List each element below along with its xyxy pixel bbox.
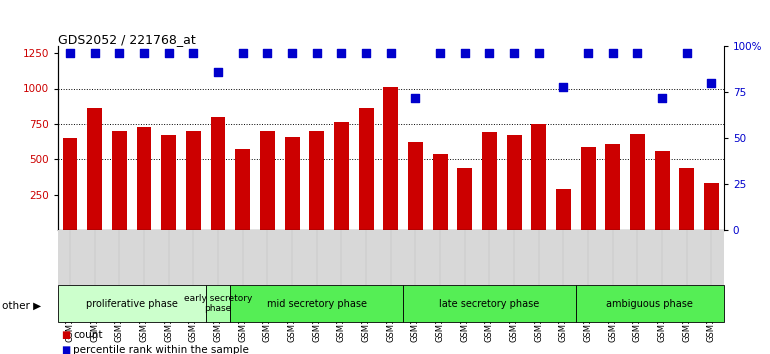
Point xyxy=(459,51,471,56)
Bar xyxy=(112,131,127,230)
Text: early secretory
phase: early secretory phase xyxy=(184,294,253,313)
Point xyxy=(162,51,175,56)
Text: count: count xyxy=(73,330,102,339)
Bar xyxy=(211,117,226,230)
Point xyxy=(631,51,644,56)
Text: GDS2052 / 221768_at: GDS2052 / 221768_at xyxy=(58,33,196,46)
Bar xyxy=(403,285,576,322)
Text: late secretory phase: late secretory phase xyxy=(440,298,540,309)
Bar xyxy=(457,168,472,230)
Bar xyxy=(359,108,373,230)
Point xyxy=(705,80,718,86)
Bar xyxy=(260,131,275,230)
Bar xyxy=(630,134,644,230)
Text: ■: ■ xyxy=(62,330,71,339)
Bar xyxy=(654,151,670,230)
Text: percentile rank within the sample: percentile rank within the sample xyxy=(73,346,249,354)
Bar xyxy=(58,285,206,322)
Bar xyxy=(162,135,176,230)
Bar xyxy=(87,108,102,230)
Bar xyxy=(704,183,719,230)
Bar xyxy=(507,135,521,230)
Point xyxy=(335,51,347,56)
Bar xyxy=(576,285,724,322)
Bar xyxy=(186,131,201,230)
Point xyxy=(360,51,372,56)
Point xyxy=(236,51,249,56)
Point xyxy=(410,95,422,101)
Point xyxy=(681,51,693,56)
Bar xyxy=(62,138,78,230)
Point xyxy=(434,51,447,56)
Point xyxy=(187,51,199,56)
Point xyxy=(484,51,496,56)
Point xyxy=(138,51,150,56)
Bar xyxy=(285,137,300,230)
Bar xyxy=(137,127,152,230)
Bar xyxy=(605,144,620,230)
Point xyxy=(64,51,76,56)
Point xyxy=(286,51,298,56)
Bar xyxy=(433,154,447,230)
Point xyxy=(582,51,594,56)
Bar xyxy=(679,168,695,230)
Bar xyxy=(383,87,398,230)
Bar xyxy=(531,124,546,230)
Bar xyxy=(408,142,423,230)
Bar xyxy=(230,285,403,322)
Bar xyxy=(206,285,230,322)
Bar xyxy=(310,131,324,230)
Text: proliferative phase: proliferative phase xyxy=(85,298,178,309)
Point xyxy=(607,51,619,56)
Point xyxy=(212,69,224,75)
Bar xyxy=(334,122,349,230)
Bar xyxy=(556,189,571,230)
Bar xyxy=(581,147,595,230)
Point xyxy=(384,51,397,56)
Text: ambiguous phase: ambiguous phase xyxy=(606,298,693,309)
Point xyxy=(89,51,101,56)
Point xyxy=(113,51,126,56)
Point xyxy=(261,51,273,56)
Point xyxy=(656,95,668,101)
Text: ■: ■ xyxy=(62,346,71,354)
Bar xyxy=(482,132,497,230)
Bar xyxy=(236,149,250,230)
Text: other ▶: other ▶ xyxy=(2,301,41,311)
Text: mid secretory phase: mid secretory phase xyxy=(266,298,367,309)
Point xyxy=(508,51,521,56)
Point xyxy=(557,84,570,89)
Point xyxy=(533,51,545,56)
Point xyxy=(310,51,323,56)
